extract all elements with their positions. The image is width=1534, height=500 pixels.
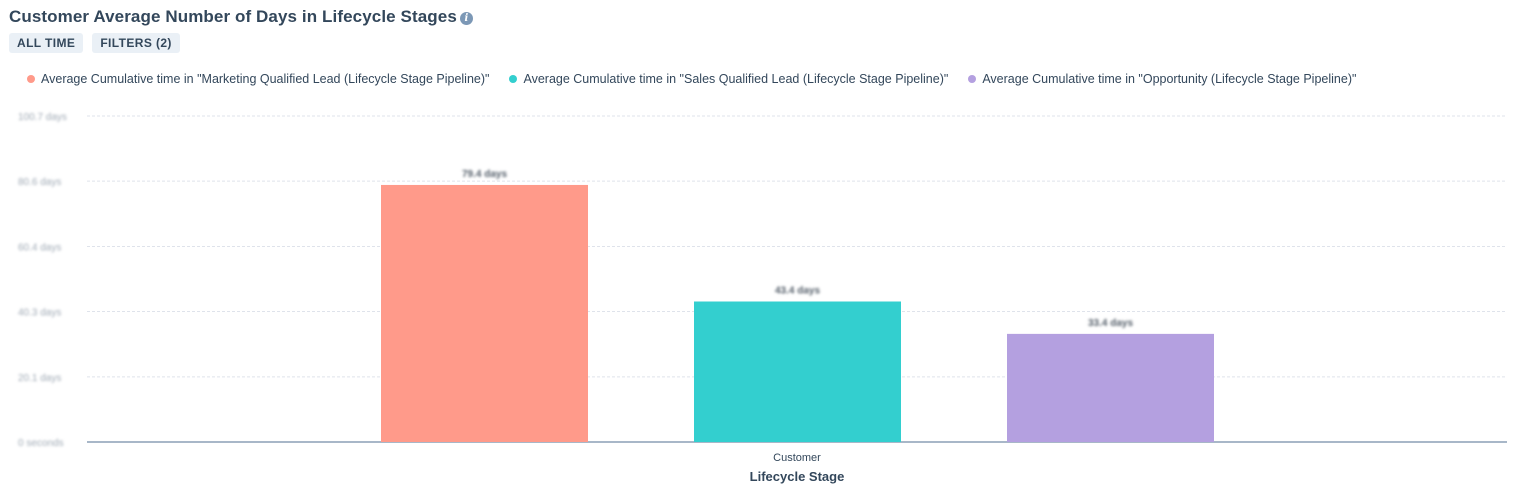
data-label: 79.4 days <box>462 169 507 180</box>
y-tick-label: 20.1 days <box>18 373 61 384</box>
chart-header: Customer Average Number of Days in Lifec… <box>9 7 473 53</box>
legend-dot-opp <box>968 75 977 83</box>
info-icon[interactable]: i <box>459 11 473 25</box>
y-tick-label: 0 seconds <box>18 438 64 449</box>
title-row: Customer Average Number of Days in Lifec… <box>9 7 473 27</box>
y-tick-label: 100.7 days <box>18 112 67 123</box>
legend-label-sql: Average Cumulative time in "Sales Qualif… <box>523 72 949 86</box>
bar-sql[interactable] <box>694 301 901 442</box>
legend-label-mql: Average Cumulative time in "Marketing Qu… <box>41 72 490 86</box>
legend-dot-mql <box>27 75 35 83</box>
data-label: 33.4 days <box>1088 318 1133 329</box>
y-tick-label: 80.6 days <box>18 177 61 188</box>
chart-legend: Average Cumulative time in "Marketing Qu… <box>27 72 1356 86</box>
chart-title: Customer Average Number of Days in Lifec… <box>9 7 457 26</box>
date-range-tag[interactable]: ALL TIME <box>9 33 84 53</box>
y-tick-label: 40.3 days <box>18 308 61 319</box>
legend-label-opp: Average Cumulative time in "Opportunity … <box>982 72 1357 86</box>
legend-dot-sql <box>509 75 518 83</box>
legend-item-sql[interactable]: Average Cumulative time in "Sales Qualif… <box>509 72 948 86</box>
bar-opp[interactable] <box>1007 333 1214 442</box>
filters-tag[interactable]: FILTERS (2) <box>92 33 180 53</box>
data-label: 43.4 days <box>775 285 820 296</box>
legend-item-mql[interactable]: Average Cumulative time in "Marketing Qu… <box>27 72 489 86</box>
x-tick-label: Customer <box>773 452 821 464</box>
filter-tags: ALL TIME FILTERS (2) <box>9 33 473 53</box>
y-tick-label: 60.4 days <box>18 242 61 253</box>
bar-mql[interactable] <box>381 184 588 442</box>
x-axis-title: Lifecycle Stage <box>750 469 845 484</box>
legend-item-opp[interactable]: Average Cumulative time in "Opportunity … <box>968 72 1356 86</box>
